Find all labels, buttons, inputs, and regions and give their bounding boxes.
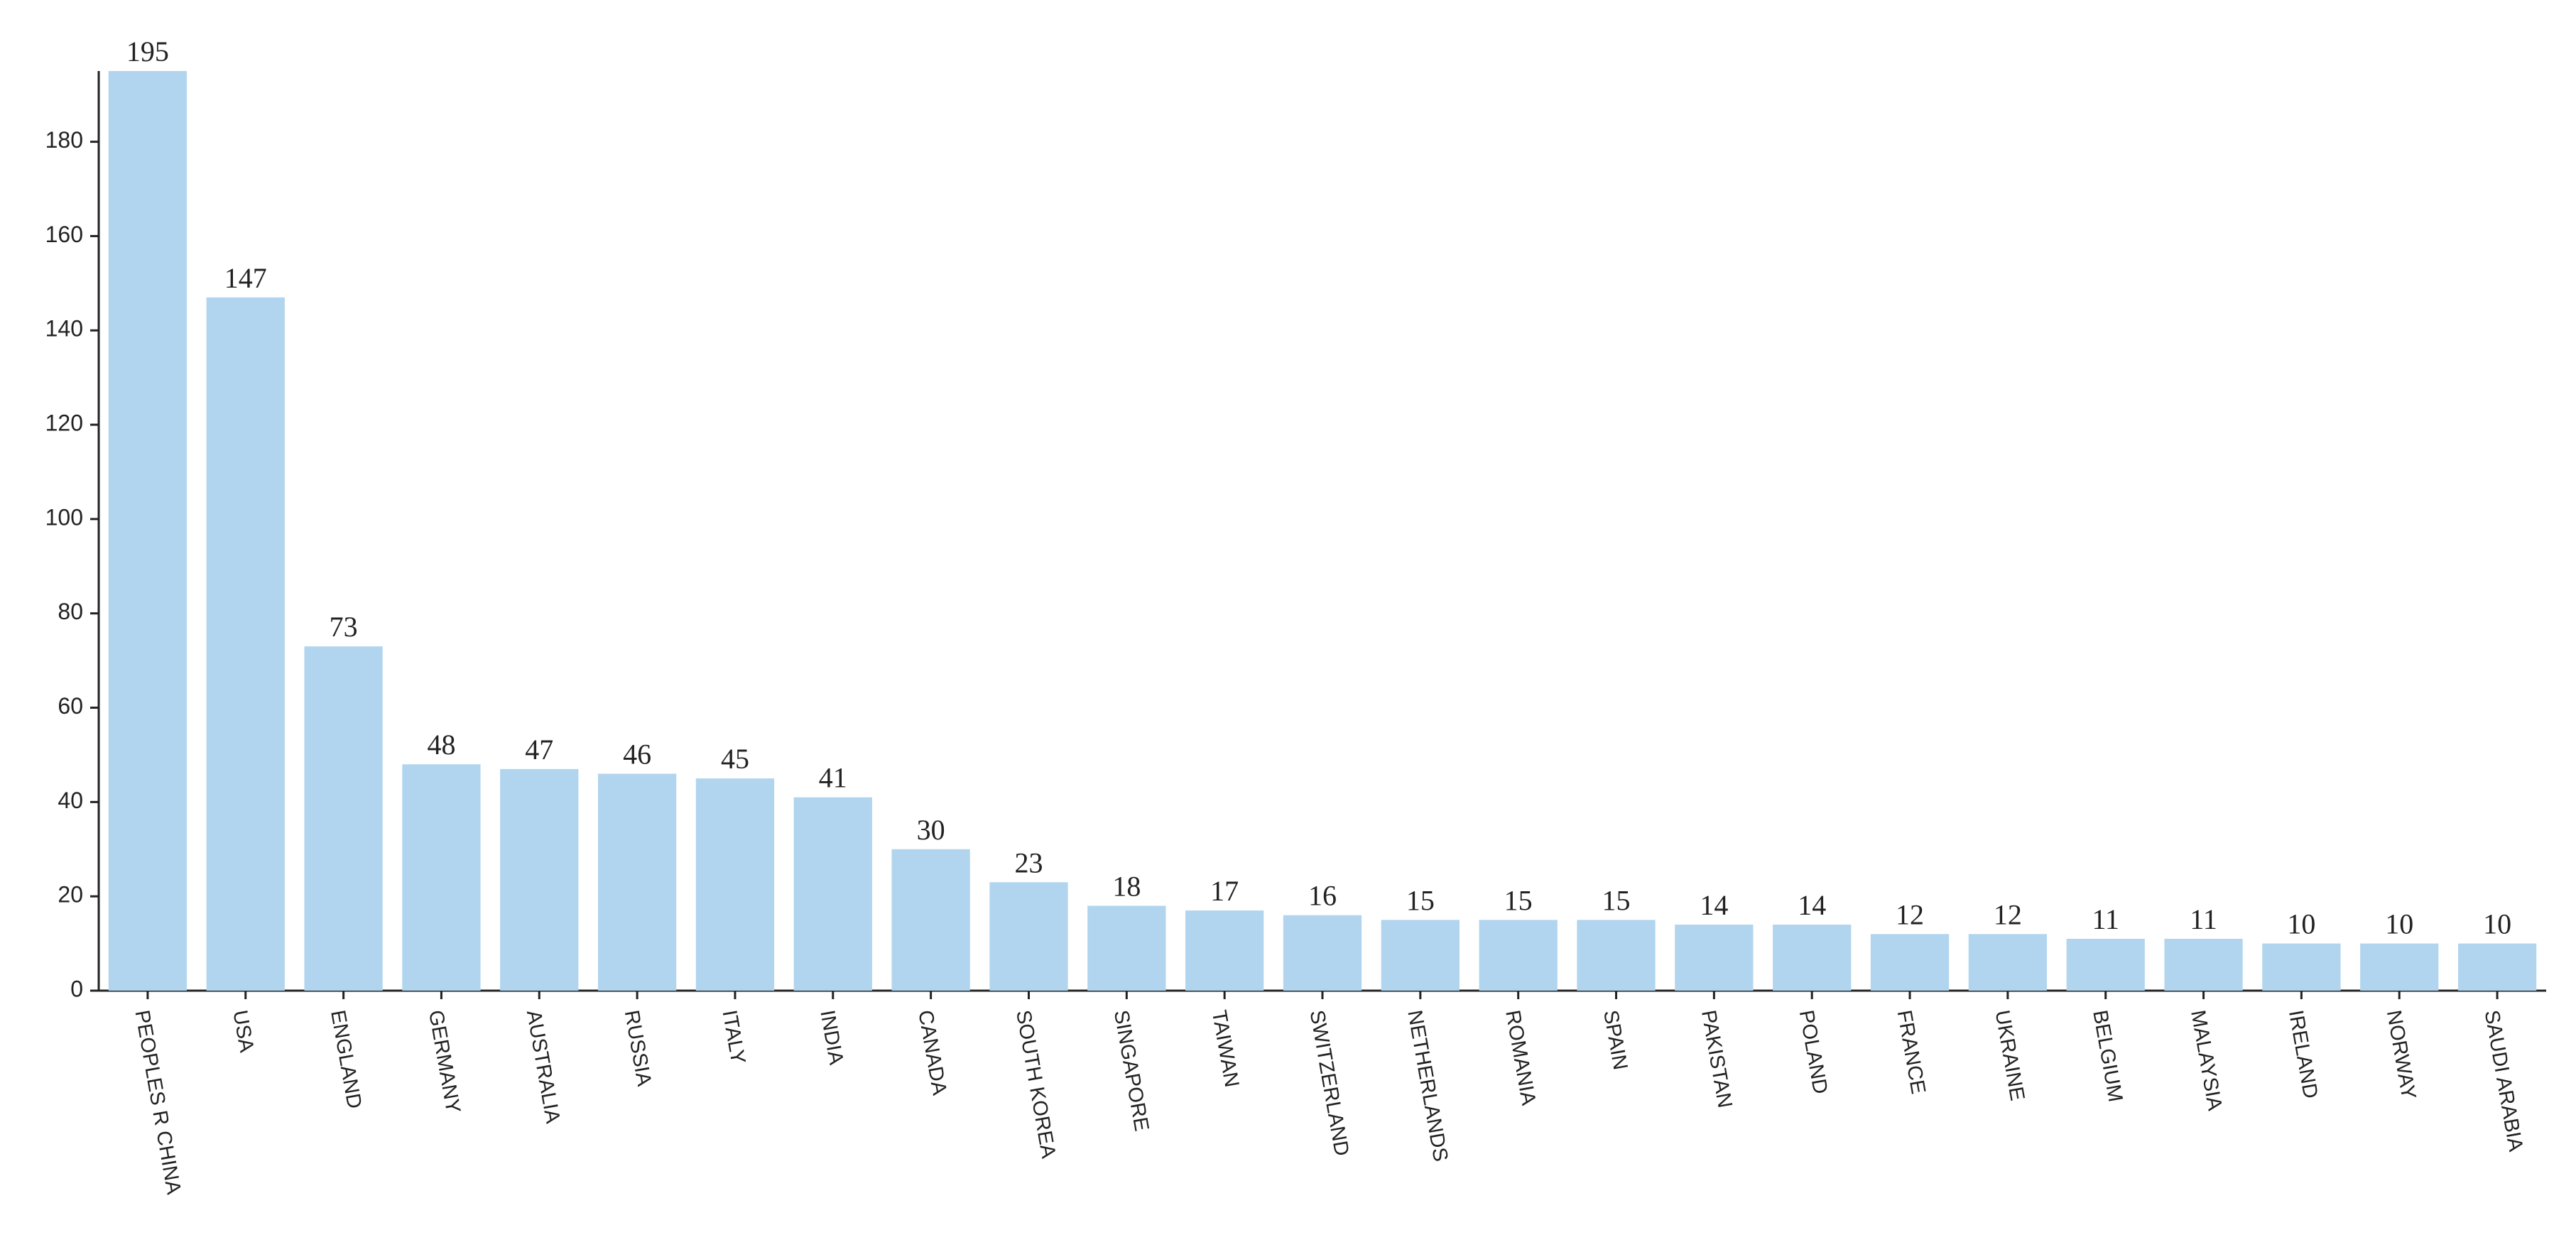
y-tick-label: 60	[58, 693, 83, 719]
bar	[1675, 925, 1754, 991]
x-tick-label: CANADA	[913, 1008, 951, 1097]
bar	[695, 778, 775, 991]
value-label: 147	[224, 262, 267, 294]
x-tick-label: MALAYSIA	[2186, 1008, 2226, 1113]
value-label: 30	[917, 814, 945, 846]
value-label: 16	[1308, 880, 1337, 912]
y-tick-label: 0	[70, 976, 83, 1001]
value-label: 12	[1896, 898, 1924, 930]
x-tick-label: FRANCE	[1893, 1008, 1930, 1096]
bar	[1185, 910, 1264, 991]
bar	[108, 71, 188, 991]
x-tick-label: RUSSIA	[620, 1008, 656, 1089]
y-tick-label: 140	[45, 316, 83, 342]
bar	[1479, 920, 1558, 991]
bar	[2360, 943, 2439, 991]
bar	[304, 646, 383, 991]
bar	[500, 768, 579, 991]
bar	[1283, 915, 1362, 991]
value-label: 41	[819, 762, 847, 794]
value-label: 73	[330, 611, 358, 643]
value-label: 45	[721, 743, 749, 775]
x-tick-label: IRELAND	[2284, 1008, 2322, 1100]
bar	[402, 764, 481, 991]
bar	[597, 773, 677, 991]
value-label: 15	[1504, 884, 1533, 916]
bar	[2457, 943, 2537, 991]
bar	[989, 882, 1068, 991]
x-tick-label: INDIA	[815, 1008, 847, 1067]
bar	[891, 849, 970, 991]
value-label: 15	[1406, 884, 1435, 916]
bar	[2262, 943, 2341, 991]
value-label: 10	[2287, 908, 2315, 940]
bar	[1968, 934, 2048, 991]
bar	[2066, 938, 2145, 991]
x-tick-label: SWITZERLAND	[1305, 1008, 1354, 1158]
y-tick-label: 120	[45, 410, 83, 436]
value-label: 17	[1210, 875, 1239, 907]
y-tick-label: 160	[45, 222, 83, 247]
value-label: 18	[1112, 870, 1141, 902]
value-label: 14	[1798, 889, 1826, 921]
value-label: 14	[1700, 889, 1728, 921]
x-tick-label: PEOPLES R CHINA	[130, 1008, 185, 1197]
x-tick-label: GERMANY	[424, 1008, 464, 1115]
value-label: 46	[623, 739, 651, 771]
bar	[206, 297, 285, 991]
x-tick-label: UKRAINE	[1990, 1008, 2028, 1103]
bar	[1773, 925, 1852, 991]
x-tick-label: SAUDI ARABIA	[2480, 1008, 2528, 1154]
x-tick-label: SPAIN	[1599, 1008, 1631, 1072]
bar	[793, 797, 872, 991]
x-tick-label: USA	[228, 1008, 258, 1055]
value-label: 23	[1014, 847, 1043, 878]
bar	[1870, 934, 1950, 991]
value-label: 10	[2483, 908, 2511, 940]
x-tick-label: NETHERLANDS	[1403, 1008, 1452, 1163]
x-tick-label: ENGLAND	[326, 1008, 366, 1111]
y-tick-label: 40	[58, 788, 83, 813]
y-tick-label: 20	[58, 882, 83, 908]
x-tick-label: TAIWAN	[1207, 1008, 1244, 1089]
value-label: 12	[1994, 898, 2022, 930]
bar	[1087, 905, 1166, 991]
value-label: 11	[2190, 903, 2217, 935]
x-tick-label: AUSTRALIA	[522, 1008, 565, 1126]
x-tick-label: PAKISTAN	[1697, 1008, 1737, 1110]
value-label: 195	[126, 36, 169, 67]
y-tick-label: 100	[45, 504, 83, 530]
x-tick-label: BELGIUM	[2088, 1008, 2126, 1104]
value-label: 10	[2385, 908, 2413, 940]
x-tick-label: SINGAPORE	[1109, 1008, 1153, 1133]
x-tick-label: ROMANIA	[1501, 1008, 1540, 1107]
bar	[1577, 920, 1656, 991]
value-label: 48	[427, 729, 455, 761]
value-label: 15	[1602, 884, 1631, 916]
bar	[1381, 920, 1460, 991]
x-tick-label: ITALY	[718, 1008, 750, 1066]
value-label: 47	[525, 734, 553, 766]
x-tick-label: POLAND	[1795, 1008, 1832, 1096]
value-label: 11	[2092, 903, 2119, 935]
x-tick-label: NORWAY	[2382, 1008, 2420, 1101]
bar	[2164, 938, 2243, 991]
x-tick-label: SOUTH KOREA	[1011, 1008, 1060, 1160]
y-tick-label: 180	[45, 127, 83, 153]
y-tick-label: 80	[58, 599, 83, 624]
